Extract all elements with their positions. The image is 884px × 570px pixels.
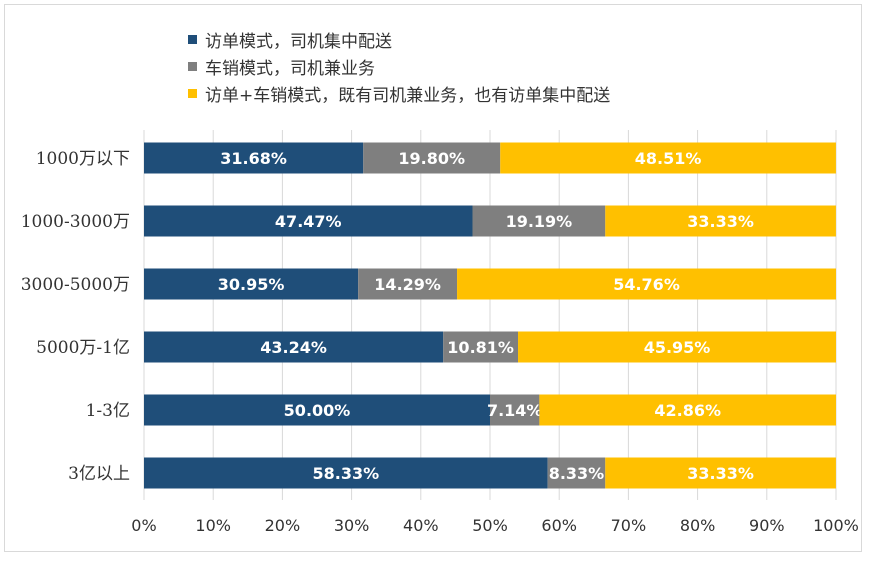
data-label: 14.29% bbox=[374, 275, 441, 294]
bar-segment bbox=[358, 268, 458, 300]
data-label: 50.00% bbox=[284, 401, 351, 420]
bar-segment bbox=[500, 142, 836, 174]
x-tick-label: 70% bbox=[611, 516, 647, 535]
bar-segment bbox=[457, 268, 836, 300]
data-label: 19.19% bbox=[506, 212, 573, 231]
category-label: 5000万-1亿 bbox=[36, 338, 130, 358]
data-label: 42.86% bbox=[654, 401, 721, 420]
bar-segment bbox=[605, 205, 836, 237]
bar-segment bbox=[144, 331, 444, 363]
category-label: 1000-3000万 bbox=[21, 212, 130, 232]
bar-segment bbox=[144, 205, 473, 237]
bar-segment bbox=[472, 205, 606, 237]
x-tick-label: 10% bbox=[195, 516, 231, 535]
x-tick-label: 0% bbox=[131, 516, 156, 535]
x-tick-label: 80% bbox=[680, 516, 716, 535]
bar-segment bbox=[144, 457, 548, 489]
bar-segment bbox=[144, 268, 359, 300]
data-label: 7.14% bbox=[487, 401, 543, 420]
data-label: 8.33% bbox=[549, 464, 605, 483]
data-label: 31.68% bbox=[220, 149, 287, 168]
bar-segment bbox=[144, 394, 490, 426]
data-label: 48.51% bbox=[635, 149, 702, 168]
x-tick-label: 30% bbox=[334, 516, 370, 535]
x-tick-label: 20% bbox=[265, 516, 301, 535]
x-tick-label: 90% bbox=[749, 516, 785, 535]
bar-segment bbox=[539, 394, 836, 426]
legend-item: 访单模式，司机集中配送 bbox=[188, 26, 610, 53]
bar-segment bbox=[518, 331, 836, 363]
x-tick-label: 60% bbox=[541, 516, 577, 535]
data-label: 45.95% bbox=[644, 338, 711, 357]
bar-segment bbox=[144, 142, 364, 174]
data-label: 54.76% bbox=[613, 275, 680, 294]
legend-label: 访单模式，司机集中配送 bbox=[205, 32, 392, 52]
bar-segment bbox=[443, 331, 519, 363]
x-tick-label: 50% bbox=[472, 516, 508, 535]
bar-segment bbox=[363, 142, 501, 174]
legend-swatch bbox=[188, 35, 197, 44]
legend-label: 车销模式，司机兼业务 bbox=[205, 59, 375, 79]
bar-segment bbox=[547, 457, 606, 489]
category-label: 1-3亿 bbox=[86, 401, 130, 421]
category-label: 3000-5000万 bbox=[21, 275, 130, 295]
bar-segment bbox=[490, 394, 540, 426]
legend-item: 访单+车销模式，既有司机兼业务，也有访单集中配送 bbox=[188, 80, 610, 107]
x-tick-label: 100% bbox=[813, 516, 859, 535]
legend: 访单模式，司机集中配送 车销模式，司机兼业务 访单+车销模式，既有司机兼业务，也… bbox=[188, 26, 610, 107]
data-label: 19.80% bbox=[398, 149, 465, 168]
data-label: 43.24% bbox=[260, 338, 327, 357]
legend-swatch bbox=[188, 62, 197, 71]
legend-swatch bbox=[188, 89, 197, 98]
category-label: 3亿以上 bbox=[68, 464, 130, 484]
data-label: 30.95% bbox=[218, 275, 285, 294]
data-label: 47.47% bbox=[275, 212, 342, 231]
legend-item: 车销模式，司机兼业务 bbox=[188, 53, 610, 80]
x-tick-label: 40% bbox=[403, 516, 439, 535]
data-label: 33.33% bbox=[687, 212, 754, 231]
legend-label: 访单+车销模式，既有司机兼业务，也有访单集中配送 bbox=[205, 86, 611, 106]
category-label: 1000万以下 bbox=[36, 149, 130, 169]
data-label: 10.81% bbox=[447, 338, 514, 357]
bar-segment bbox=[605, 457, 836, 489]
data-label: 33.33% bbox=[687, 464, 754, 483]
data-label: 58.33% bbox=[313, 464, 380, 483]
